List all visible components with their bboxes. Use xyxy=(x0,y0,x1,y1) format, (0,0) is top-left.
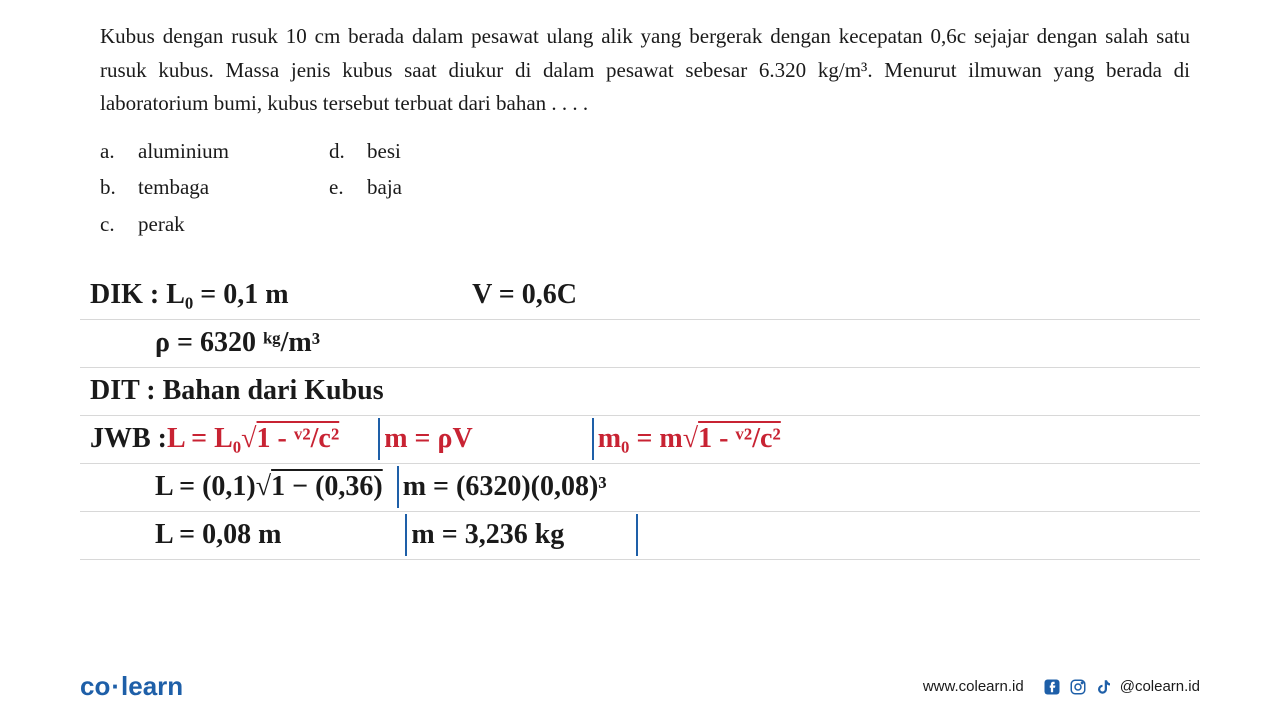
footer-right: www.colearn.id @colearn.id xyxy=(923,677,1200,697)
dik-label: DIK : xyxy=(90,279,159,310)
option-e: e. baja xyxy=(329,171,402,205)
question-line1: Kubus dengan rusuk 10 cm berada dalam pe… xyxy=(100,24,966,48)
jwb-label: JWB : xyxy=(90,423,167,455)
dit-line: DIT : Bahan dari Kubus xyxy=(90,375,384,407)
option-text: baja xyxy=(367,171,402,205)
options-row: a. aluminium b. tembaga c. perak d. besi… xyxy=(100,135,1190,242)
option-a: a. aluminium xyxy=(100,135,229,169)
l-result: L = 0,08 m xyxy=(155,519,281,551)
option-text: tembaga xyxy=(138,171,209,205)
option-letter: c. xyxy=(100,208,120,242)
options-col-2: d. besi e. baja xyxy=(329,135,402,242)
notebook-area: DIK : L₀ = 0,1 m V = 0,6C ρ = 6320 ᵏᵍ/m³… xyxy=(0,272,1280,560)
divider-icon xyxy=(378,418,380,460)
option-c: c. perak xyxy=(100,208,229,242)
question-text: Kubus dengan rusuk 10 cm berada dalam pe… xyxy=(100,20,1190,121)
notebook-line: ρ = 6320 ᵏᵍ/m³ xyxy=(80,320,1200,368)
l0-value: L₀ = 0,1 m xyxy=(166,279,288,310)
notebook-line: DIT : Bahan dari Kubus xyxy=(80,368,1200,416)
calc-line: L = (0,1)√1 − (0,36) m = (6320)(0,08)³ xyxy=(155,466,607,508)
notebook-line: L = (0,1)√1 − (0,36) m = (6320)(0,08)³ xyxy=(80,464,1200,512)
tiktok-icon xyxy=(1094,677,1114,697)
m-result: m = 3,236 kg xyxy=(411,519,564,551)
footer: co·learn www.colearn.id @colearn.id xyxy=(0,671,1280,702)
options-col-1: a. aluminium b. tembaga c. perak xyxy=(100,135,229,242)
result-line: L = 0,08 m m = 3,236 kg xyxy=(155,514,642,556)
social-handle: @colearn.id xyxy=(1120,678,1200,695)
l-formula: L = L₀√1 - ᵛ²/c² xyxy=(167,423,339,455)
instagram-icon xyxy=(1068,677,1088,697)
option-b: b. tembaga xyxy=(100,171,229,205)
dit-label: DIT : xyxy=(90,375,156,406)
option-letter: b. xyxy=(100,171,120,205)
m-formula: m = ρV xyxy=(384,423,472,455)
notebook-line: JWB : L = L₀√1 - ᵛ²/c² m = ρV m₀ = m√1 -… xyxy=(80,416,1200,464)
rho-line: ρ = 6320 ᵏᵍ/m³ xyxy=(155,327,320,359)
question-line4: terbuat dari bahan . . . . xyxy=(395,91,589,115)
option-text: besi xyxy=(367,135,401,169)
rho-value: ρ = 6320 ᵏᵍ/m³ xyxy=(155,327,320,358)
option-letter: e. xyxy=(329,171,349,205)
facebook-icon xyxy=(1042,677,1062,697)
notebook-line: DIK : L₀ = 0,1 m V = 0,6C xyxy=(80,272,1200,320)
l-calc: L = (0,1)√1 − (0,36) xyxy=(155,471,383,503)
divider-icon xyxy=(405,514,407,556)
option-letter: d. xyxy=(329,135,349,169)
logo-dot-icon: · xyxy=(111,671,120,701)
question-block: Kubus dengan rusuk 10 cm berada dalam pe… xyxy=(0,0,1280,252)
m0-formula: m₀ = m√1 - ᵛ²/c² xyxy=(598,423,781,455)
option-text: aluminium xyxy=(138,135,229,169)
divider-icon xyxy=(592,418,594,460)
logo: co·learn xyxy=(80,671,183,702)
option-text: perak xyxy=(138,208,185,242)
dik-line: DIK : L₀ = 0,1 m V = 0,6C xyxy=(90,279,577,311)
divider-icon xyxy=(636,514,638,556)
option-d: d. besi xyxy=(329,135,402,169)
logo-learn: learn xyxy=(121,671,183,701)
dit-text: Bahan dari Kubus xyxy=(163,375,384,406)
website-url: www.colearn.id xyxy=(923,678,1024,695)
social-icons: @colearn.id xyxy=(1042,677,1200,697)
option-letter: a. xyxy=(100,135,120,169)
v-value: V = 0,6C xyxy=(472,279,577,310)
logo-co: co xyxy=(80,671,110,701)
notebook-line: L = 0,08 m m = 3,236 kg xyxy=(80,512,1200,560)
jwb-line: JWB : L = L₀√1 - ᵛ²/c² m = ρV m₀ = m√1 -… xyxy=(90,418,781,460)
m-calc: m = (6320)(0,08)³ xyxy=(403,471,607,503)
divider-icon xyxy=(397,466,399,508)
